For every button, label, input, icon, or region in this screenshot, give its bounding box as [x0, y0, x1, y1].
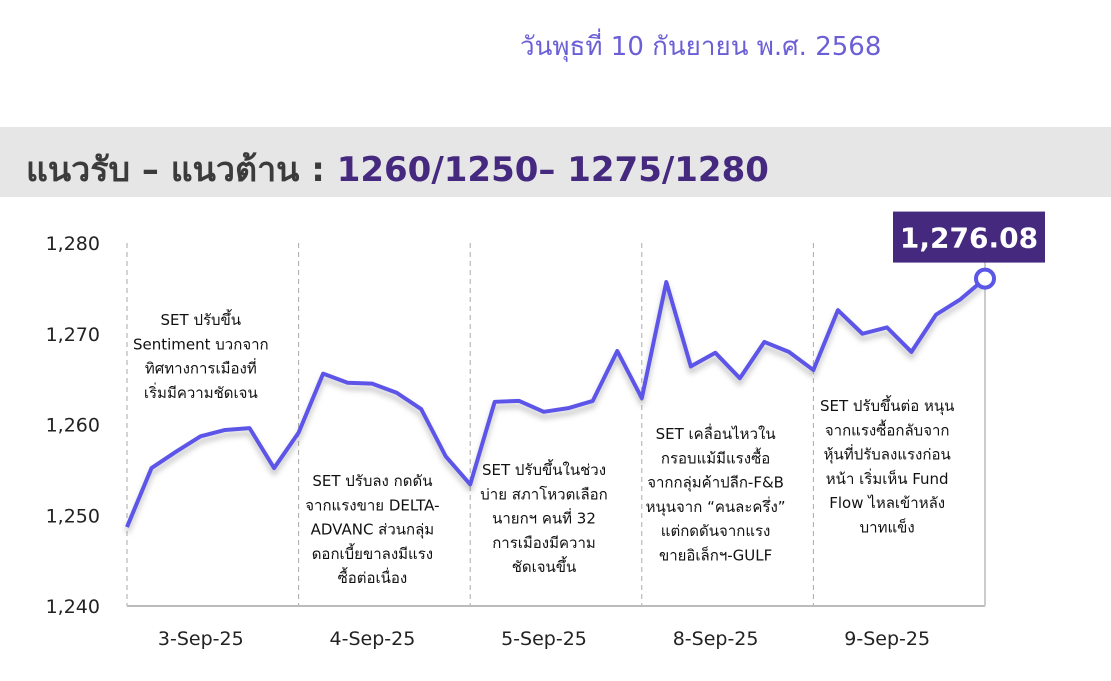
x-tick-label: 4-Sep-25: [330, 628, 416, 650]
annotation: นายกฯ คนที่ 32: [492, 508, 596, 528]
x-tick-label: 5-Sep-25: [501, 628, 587, 650]
annotation: SET ปรับขึ้น: [161, 309, 242, 329]
annotation: หุ้นที่ปรับลงแรงก่อน: [824, 444, 951, 465]
annotation: ADVANC ส่วนกลุ่ม: [311, 521, 435, 540]
heading-label: แนวรับ – แนวต้าน :: [26, 150, 337, 190]
annotation: SET เคลื่อนไหวใน: [656, 423, 776, 443]
annotation: เริ่มมีความชัดเจน: [144, 382, 258, 402]
annotation: กรอบแม้มีแรงซื้อ: [661, 447, 770, 467]
y-tick-label: 1,270: [46, 324, 100, 346]
annotation: ดอกเบี้ยขาลงมีแรง: [312, 543, 433, 563]
annotation: ทิศทางการเมืองที่: [145, 358, 257, 378]
value-label-box: [893, 211, 1045, 263]
annotation: ขายอิเล็กฯ-GULF: [659, 546, 772, 565]
annotation: หนุนจาก “คนละครึ่ง”: [646, 496, 786, 517]
y-tick-label: 1,280: [46, 233, 100, 255]
annotation: บาทแข็ง: [860, 518, 915, 537]
annotation: แต่กดดันจากแรง: [661, 522, 771, 540]
x-tick-label: 8-Sep-25: [673, 628, 759, 650]
annotation: Sentiment บวกจาก: [133, 335, 269, 353]
end-point: [974, 267, 996, 290]
annotation: SET ปรับลง กดดัน: [312, 472, 432, 490]
annotation: ชัดเจนขึ้น: [512, 556, 577, 576]
y-tick-label: 1,260: [46, 415, 100, 437]
annotation: จากแรงซื้อกลับจาก: [825, 419, 950, 439]
annotation: ซื้อต่อเนื่อง: [338, 567, 408, 587]
heading-band: [0, 127, 1111, 197]
y-tick-label: 1,250: [46, 505, 100, 527]
heading: แนวรับ – แนวต้าน : 1260/1250– 1275/1280: [26, 142, 769, 196]
annotation: Flow ไหลเข้าหลัง: [829, 494, 945, 512]
y-tick-label: 1,240: [46, 596, 100, 618]
annotation: จากกลุ่มค้าปลีก-F&B: [647, 474, 784, 493]
annotation: บ่าย สภาโหวตเลือก: [480, 485, 608, 503]
x-tick-label: 3-Sep-25: [158, 628, 244, 650]
annotation: การเมืองมีความ: [492, 534, 596, 552]
heading-levels: 1260/1250– 1275/1280: [336, 150, 769, 190]
date: วันพุธที่ 10 กันยายน พ.ศ. 2568: [520, 32, 882, 62]
annotation: จากแรงขาย DELTA-: [305, 496, 439, 514]
annotation: SET ปรับขึ้นต่อ หนุน: [820, 395, 954, 416]
value-label: 1,276.08: [900, 222, 1038, 255]
x-tick-label: 9-Sep-25: [844, 628, 930, 650]
annotation: หน้า เริ่มเห็น Fund: [826, 468, 949, 488]
price-line: [125, 277, 987, 528]
annotation: SET ปรับขึ้นในช่วง: [482, 459, 606, 479]
